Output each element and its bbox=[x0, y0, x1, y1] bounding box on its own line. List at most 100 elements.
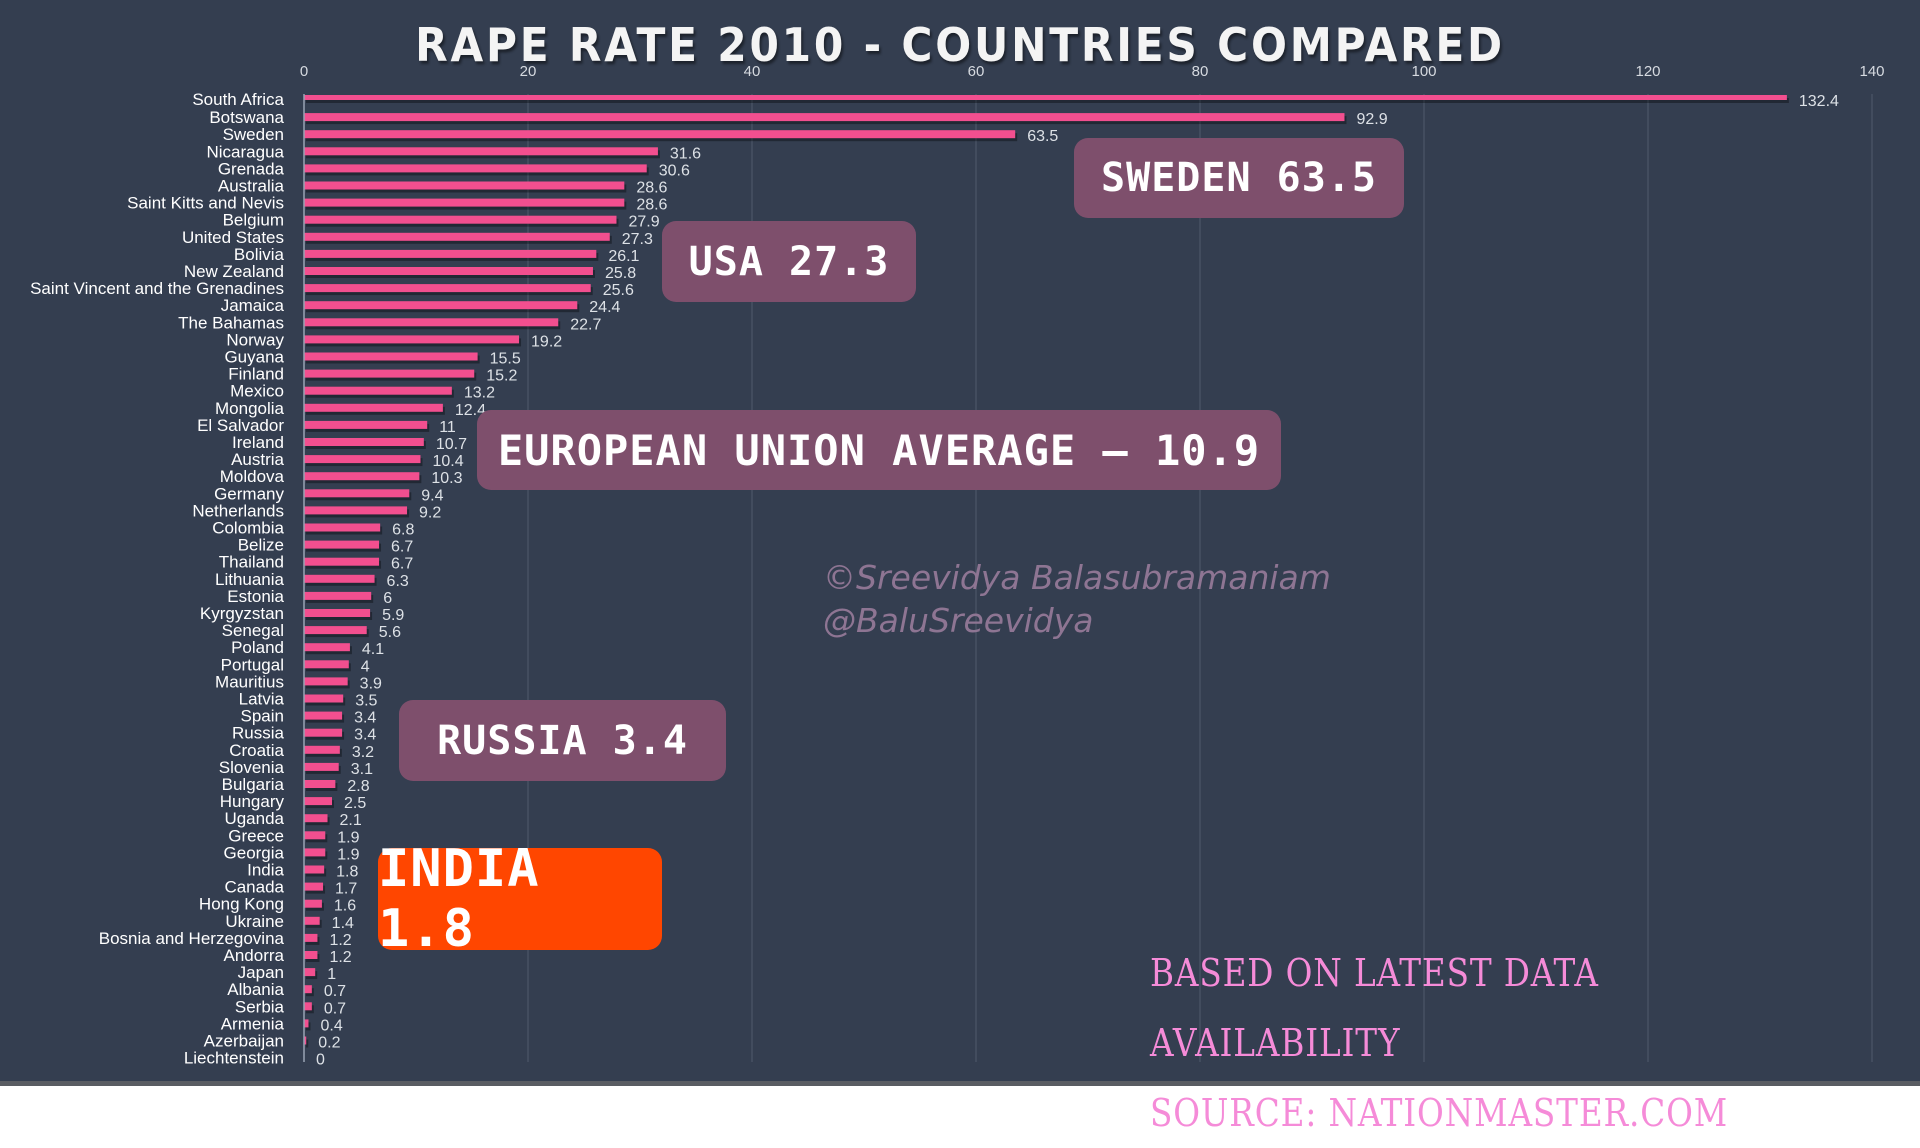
category-label: Greece bbox=[228, 826, 284, 845]
value-label: 4.1 bbox=[362, 641, 384, 658]
category-label: Hungary bbox=[220, 792, 285, 811]
footnote: BASED ON LATEST DATA AVAILABILITY SOURCE… bbox=[1150, 938, 1812, 1148]
category-label: Latvia bbox=[239, 690, 285, 709]
author-watermark: ©Sreevidya Balasubramaniam @BaluSreevidy… bbox=[823, 556, 1331, 642]
value-label: 5.6 bbox=[379, 624, 401, 641]
category-label: Kyrgyzstan bbox=[200, 604, 284, 623]
bar bbox=[304, 489, 410, 498]
category-label: Bulgaria bbox=[222, 775, 285, 794]
bar bbox=[304, 113, 1345, 122]
value-label: 2.5 bbox=[344, 795, 366, 812]
value-label: 0.7 bbox=[324, 1000, 346, 1017]
bar bbox=[304, 933, 318, 942]
category-label: Mexico bbox=[230, 382, 284, 401]
bar bbox=[304, 181, 625, 190]
bar bbox=[304, 352, 478, 361]
value-label: 6.3 bbox=[387, 573, 409, 590]
footnote-data-note: BASED ON LATEST DATA AVAILABILITY bbox=[1150, 951, 1599, 1065]
value-label: 2.1 bbox=[340, 812, 362, 829]
bar bbox=[304, 130, 1016, 139]
bar bbox=[304, 284, 591, 293]
category-label: Andorra bbox=[224, 946, 285, 965]
bar bbox=[304, 626, 367, 635]
bar bbox=[304, 249, 597, 258]
bar bbox=[304, 232, 610, 241]
value-label: 27.9 bbox=[628, 214, 659, 231]
bottom-border bbox=[0, 1081, 1920, 1086]
value-label: 28.6 bbox=[636, 197, 667, 214]
x-tick-label: 0 bbox=[300, 63, 308, 80]
value-label: 15.5 bbox=[490, 351, 521, 368]
category-label: Mauritius bbox=[215, 672, 284, 691]
value-label: 1.7 bbox=[335, 881, 357, 898]
value-label: 1.9 bbox=[337, 829, 359, 846]
bar bbox=[304, 335, 520, 344]
category-label: Norway bbox=[226, 330, 284, 349]
value-label: 27.3 bbox=[622, 231, 653, 248]
category-label: Belize bbox=[238, 536, 284, 555]
value-label: 63.5 bbox=[1027, 128, 1058, 145]
category-label: Georgia bbox=[224, 843, 285, 862]
value-labels: 132.492.963.531.630.628.628.627.927.326.… bbox=[316, 93, 1839, 1069]
value-label: 25.8 bbox=[605, 265, 636, 282]
bar bbox=[304, 95, 1787, 100]
value-label: 3.5 bbox=[355, 693, 377, 710]
category-label: El Salvador bbox=[197, 416, 284, 435]
category-label: Colombia bbox=[212, 519, 284, 538]
value-label: 9.2 bbox=[419, 504, 441, 521]
category-label: Albania bbox=[227, 980, 284, 999]
value-label: 0.4 bbox=[320, 1017, 342, 1034]
category-label: Saint Kitts and Nevis bbox=[127, 194, 284, 213]
bar bbox=[304, 438, 424, 446]
x-tick-label: 20 bbox=[520, 63, 537, 80]
bar bbox=[304, 557, 380, 566]
x-tick-label: 140 bbox=[1859, 63, 1884, 80]
value-label: 132.4 bbox=[1799, 93, 1839, 110]
category-label: Nicaragua bbox=[207, 142, 285, 161]
category-label: Bosnia and Herzegovina bbox=[99, 929, 285, 948]
value-label: 22.7 bbox=[570, 316, 601, 333]
bar bbox=[304, 797, 332, 806]
category-label: Sweden bbox=[223, 125, 284, 144]
bar bbox=[304, 882, 324, 891]
bar bbox=[304, 455, 421, 464]
value-label: 1 bbox=[327, 966, 336, 983]
bar-shadow bbox=[306, 98, 1789, 103]
bar bbox=[304, 728, 343, 737]
bar bbox=[304, 267, 593, 275]
value-label: 11 bbox=[439, 419, 456, 436]
x-tick-label: 40 bbox=[744, 63, 761, 80]
value-label: 10.4 bbox=[432, 453, 463, 470]
bar bbox=[304, 951, 318, 959]
category-label: Hong Kong bbox=[199, 895, 284, 914]
value-label: 26.1 bbox=[608, 248, 639, 265]
value-label: 5.9 bbox=[382, 607, 404, 624]
category-label: Bolivia bbox=[234, 245, 285, 264]
category-label: Austria bbox=[231, 450, 284, 469]
x-axis-ticks: 0 20 40 60 80 100 120 140 bbox=[300, 63, 1885, 80]
bar bbox=[304, 865, 325, 874]
category-label: New Zealand bbox=[184, 262, 284, 281]
bar bbox=[304, 164, 647, 173]
category-label: Thailand bbox=[219, 553, 284, 572]
category-label: Estonia bbox=[227, 587, 284, 606]
value-label: 1.8 bbox=[336, 864, 358, 881]
category-label: Moldova bbox=[220, 467, 285, 486]
value-label: 3.2 bbox=[352, 744, 374, 761]
bar bbox=[304, 1036, 307, 1045]
category-label: Saint Vincent and the Grenadines bbox=[30, 279, 284, 298]
value-label: 1.6 bbox=[334, 898, 356, 915]
x-tick-label: 120 bbox=[1635, 63, 1660, 80]
bar bbox=[304, 848, 326, 857]
footnote-source: SOURCE: NATIONMASTER.COM bbox=[1150, 1091, 1729, 1135]
value-label: 1.4 bbox=[332, 915, 354, 932]
value-label: 13.2 bbox=[464, 385, 495, 402]
bar bbox=[304, 215, 617, 224]
bar bbox=[304, 147, 658, 156]
callout-india: INDIA 1.8 bbox=[378, 839, 662, 959]
bar bbox=[304, 677, 348, 686]
x-tick-label: 80 bbox=[1192, 63, 1209, 80]
category-label: United States bbox=[182, 228, 284, 247]
bar bbox=[304, 916, 320, 925]
category-label: Serbia bbox=[235, 997, 285, 1016]
